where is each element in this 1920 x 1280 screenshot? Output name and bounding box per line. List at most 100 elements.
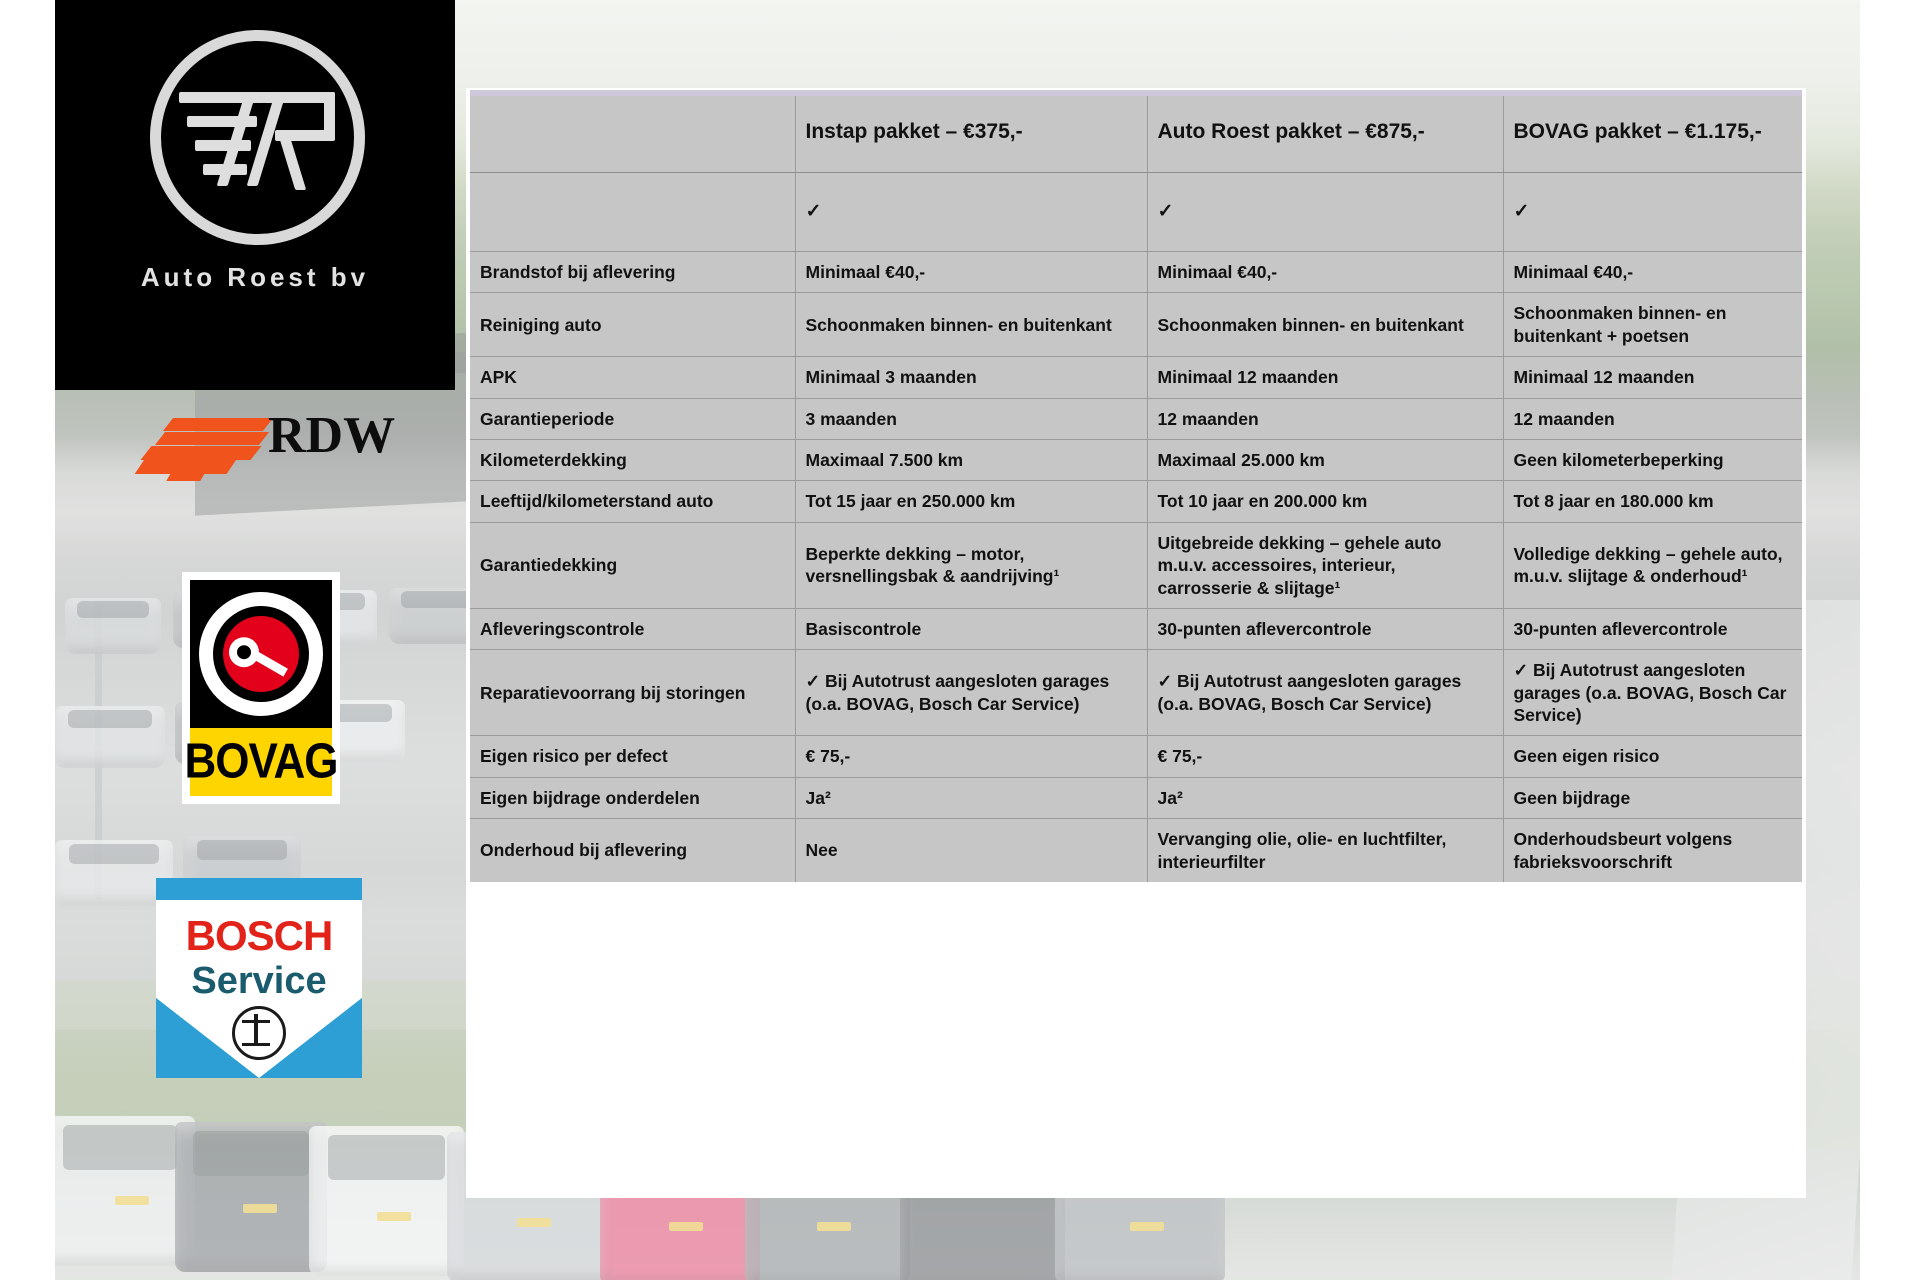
auto-roest-monogram-icon xyxy=(179,86,339,191)
checkmark-icon: ✓ xyxy=(795,172,1148,252)
cell-instap: Beperkte dekking – motor, versnellingsba… xyxy=(795,522,1148,609)
table-row: Eigen bijdrage onderdelen Ja² Ja² Geen b… xyxy=(470,777,1802,820)
rdw-wordmark: RDW xyxy=(268,407,396,464)
package-comparison-table-container: Instap pakket – €375,- Auto Roest pakket… xyxy=(466,88,1806,1198)
table-row: Reiniging auto Schoonmaken binnen- en bu… xyxy=(470,292,1802,358)
cell-auto-roest: Ja² xyxy=(1147,777,1504,820)
cell-bovag: Schoonmaken binnen- en buitenkant + poet… xyxy=(1503,292,1802,358)
table-row: Garantieperiode 3 maanden 12 maanden 12 … xyxy=(470,398,1802,440)
cell-bovag: 12 maanden xyxy=(1503,398,1802,440)
cell-instap: € 75,- xyxy=(795,735,1148,778)
row-label-kilometerdekking: Kilometerdekking xyxy=(470,439,796,482)
table-row: Onderhoud bij aflevering Nee Vervanging … xyxy=(470,818,1802,883)
row-label-garantiedekking: Garantiedekking xyxy=(470,522,796,609)
table-row: Eigen risico per defect € 75,- € 75,- Ge… xyxy=(470,735,1802,778)
row-label-reparatievoorrang: Reparatievoorrang bij storingen xyxy=(470,649,796,737)
cell-auto-roest: Vervanging olie, olie- en luchtfilter, i… xyxy=(1147,818,1504,883)
checkmark-icon: ✓ xyxy=(1147,172,1504,252)
photo-car xyxy=(55,840,173,906)
table-row: Reparatievoorrang bij storingen ✓ Bij Au… xyxy=(470,649,1802,737)
row-label-reiniging: Reiniging auto xyxy=(470,292,796,358)
cell-auto-roest: Uitgebreide dekking – gehele auto m.u.v.… xyxy=(1147,522,1504,609)
cell-auto-roest: Tot 10 jaar en 200.000 km xyxy=(1147,480,1504,523)
cell-bovag: Minimaal 12 maanden xyxy=(1503,356,1802,399)
cell-instap: Minimaal 3 maanden xyxy=(795,356,1148,399)
cell-bovag: ✓ Bij Autotrust aangesloten garages (o.a… xyxy=(1503,649,1802,737)
cell-instap: Maximaal 7.500 km xyxy=(795,439,1148,482)
rdw-bird-icon xyxy=(134,418,274,481)
row-label-apk: APK xyxy=(470,356,796,399)
cell-instap: Schoonmaken binnen- en buitenkant xyxy=(795,292,1148,358)
auto-roest-ring-icon xyxy=(150,30,365,245)
table-row: Garantiedekking Beperkte dekking – motor… xyxy=(470,522,1802,609)
cell-auto-roest: Minimaal 12 maanden xyxy=(1147,356,1504,399)
package-comparison-table: Instap pakket – €375,- Auto Roest pakket… xyxy=(470,92,1802,883)
header-blank-cell xyxy=(470,92,796,173)
table-row: APK Minimaal 3 maanden Minimaal 12 maand… xyxy=(470,356,1802,399)
bovag-wordmark: BOVAG xyxy=(184,734,338,789)
cell-bovag: Geen kilometerbeperking xyxy=(1503,439,1802,482)
cell-instap: Ja² xyxy=(795,777,1148,820)
table-header-tint-strip xyxy=(470,90,1802,96)
photo-license-plate xyxy=(669,1222,703,1231)
header-auto-roest-pakket: Auto Roest pakket – €875,- xyxy=(1147,92,1504,173)
table-row: Leeftijd/kilometerstand auto Tot 15 jaar… xyxy=(470,480,1802,523)
checkmark-icon: ✓ xyxy=(1503,172,1802,252)
table-body: ✓ ✓ ✓ Brandstof bij aflevering Minimaal … xyxy=(470,172,1802,883)
table-header-row: Instap pakket – €375,- Auto Roest pakket… xyxy=(470,92,1802,173)
auto-roest-wordmark: Auto Roest bv xyxy=(140,262,370,292)
cell-bovag: Tot 8 jaar en 180.000 km xyxy=(1503,480,1802,523)
table-row: Brandstof bij aflevering Minimaal €40,- … xyxy=(470,251,1802,294)
row-label-garantieperiode: Garantieperiode xyxy=(470,398,796,440)
cell-bovag: Onderhoudsbeurt volgens fabrieksvoorschr… xyxy=(1503,818,1802,883)
bovag-key-icon xyxy=(229,637,293,677)
row-label-afleveringscontrole: Afleveringscontrole xyxy=(470,608,796,651)
header-instap-pakket: Instap pakket – €375,- xyxy=(795,92,1148,173)
bovag-wordmark-band: BOVAG xyxy=(184,728,339,796)
photo-license-plate xyxy=(115,1196,149,1205)
row-label-brandstof: Brandstof bij aflevering xyxy=(470,251,796,294)
cell-instap: ✓ Bij Autotrust aangesloten garages (o.a… xyxy=(795,649,1148,737)
cell-auto-roest: 12 maanden xyxy=(1147,398,1504,440)
cell-instap: Minimaal €40,- xyxy=(795,251,1148,294)
header-bovag-pakket: BOVAG pakket – €1.175,- xyxy=(1503,92,1802,173)
bosch-service-word: Service xyxy=(191,960,327,1002)
table-row: Afleveringscontrole Basiscontrole 30-pun… xyxy=(470,608,1802,651)
photo-car-front xyxy=(55,1116,195,1266)
cell-bovag: Geen bijdrage xyxy=(1503,777,1802,820)
photo-license-plate xyxy=(243,1204,277,1213)
row-label-eigen-bijdrage: Eigen bijdrage onderdelen xyxy=(470,777,796,820)
bosch-service-logo: BOSCH Service xyxy=(156,878,362,1078)
photo-car-front xyxy=(175,1122,327,1272)
photo-license-plate xyxy=(377,1212,411,1221)
cell-bovag: Geen eigen risico xyxy=(1503,735,1802,778)
bovag-target-icon xyxy=(190,580,332,728)
cell-auto-roest: Minimaal €40,- xyxy=(1147,251,1504,294)
cell-auto-roest: 30-punten aflevercontrole xyxy=(1147,608,1504,651)
auto-roest-logo-panel: Auto Roest bv xyxy=(55,0,455,390)
cell-instap: 3 maanden xyxy=(795,398,1148,440)
bosch-wordmark: BOSCH xyxy=(185,912,334,959)
photo-license-plate xyxy=(1130,1222,1164,1231)
cell-instap: Tot 15 jaar en 250.000 km xyxy=(795,480,1148,523)
rdw-logo: RDW xyxy=(134,404,405,490)
cell-bovag: Volledige dekking – gehele auto, m.u.v. … xyxy=(1503,522,1802,609)
row-label-leeftijd: Leeftijd/kilometerstand auto xyxy=(470,480,796,523)
table-row: Kilometerdekking Maximaal 7.500 km Maxim… xyxy=(470,439,1802,482)
cell-instap: Nee xyxy=(795,818,1148,883)
row-label-onderhoud: Onderhoud bij aflevering xyxy=(470,818,796,883)
cell-auto-roest: Schoonmaken binnen- en buitenkant xyxy=(1147,292,1504,358)
photo-car-front xyxy=(309,1126,464,1276)
cell-bovag: 30-punten aflevercontrole xyxy=(1503,608,1802,651)
row-label-eigen-risico: Eigen risico per defect xyxy=(470,735,796,778)
photo-license-plate xyxy=(817,1222,851,1231)
cell-auto-roest: Maximaal 25.000 km xyxy=(1147,439,1504,482)
photo-car xyxy=(55,706,165,768)
cell-auto-roest: € 75,- xyxy=(1147,735,1504,778)
photo-license-plate xyxy=(517,1218,551,1227)
table-row-checkmarks: ✓ ✓ ✓ xyxy=(470,172,1802,252)
row-label xyxy=(470,172,796,252)
bovag-key-hole xyxy=(237,645,251,660)
photo-car xyxy=(65,598,161,654)
cell-auto-roest: ✓ Bij Autotrust aangesloten garages (o.a… xyxy=(1147,649,1504,737)
